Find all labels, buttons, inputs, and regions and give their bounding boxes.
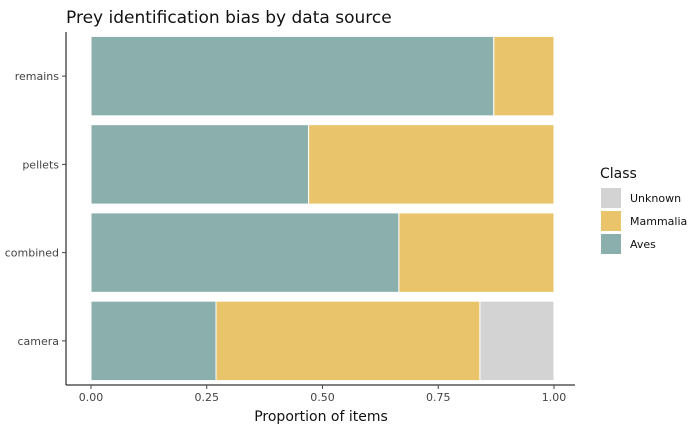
y-axis-ticks: remains pellets combined camera — [5, 70, 66, 348]
plot-area — [90, 35, 555, 382]
x-tick-label: 1.00 — [542, 391, 567, 404]
bar-remains-aves — [90, 35, 495, 117]
bar-remains-mammalia — [493, 35, 555, 117]
y-tick-label: remains — [15, 70, 60, 83]
x-tick-label: 0.00 — [79, 391, 104, 404]
legend-title: Class — [600, 166, 637, 182]
legend-swatch-aves — [601, 234, 621, 254]
chart-title: Prey identification bias by data source — [66, 8, 392, 28]
x-axis-ticks: 0.00 0.25 0.50 0.75 1.00 — [79, 385, 567, 404]
legend: Class Unknown Mammalia Aves — [600, 166, 687, 254]
legend-label-aves: Aves — [630, 238, 656, 251]
bar-pellets-aves — [90, 124, 310, 205]
y-tick-label: combined — [5, 247, 59, 260]
legend-label-unknown: Unknown — [630, 192, 681, 205]
x-axis-title: Proportion of items — [254, 409, 388, 425]
bar-camera-aves — [90, 300, 217, 382]
bar-combined-mammalia — [398, 212, 555, 293]
legend-swatch-unknown — [601, 188, 621, 208]
bar-camera-unknown — [479, 300, 555, 382]
x-tick-label: 0.50 — [310, 391, 335, 404]
bar-combined-aves — [90, 212, 400, 293]
legend-label-mammalia: Mammalia — [630, 215, 687, 228]
bar-pellets-mammalia — [308, 124, 555, 205]
y-tick-label: pellets — [22, 158, 59, 171]
legend-swatch-mammalia — [601, 211, 621, 231]
x-tick-label: 0.75 — [426, 391, 451, 404]
x-tick-label: 0.25 — [195, 391, 220, 404]
y-tick-label: camera — [17, 335, 59, 348]
bar-camera-mammalia — [215, 300, 481, 382]
